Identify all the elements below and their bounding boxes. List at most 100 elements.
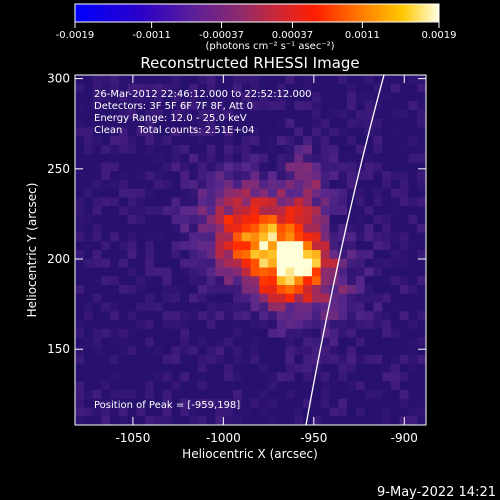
- image-pixel: [364, 215, 374, 225]
- image-pixel: [338, 223, 348, 234]
- image-pixel: [303, 337, 313, 347]
- image-pixel: [303, 171, 313, 181]
- image-pixel: [408, 311, 418, 321]
- image-pixel: [338, 293, 348, 304]
- image-pixel: [399, 355, 410, 365]
- image-pixel: [364, 372, 374, 382]
- image-pixel: [303, 75, 313, 85]
- image-pixel: [390, 206, 401, 216]
- image-pixel: [197, 136, 208, 146]
- image-pixel: [241, 372, 252, 382]
- image-pixel: [206, 250, 216, 260]
- image-pixel: [373, 293, 383, 304]
- image-pixel: [145, 302, 155, 312]
- image-pixel: [338, 328, 348, 339]
- image-pixel: [417, 363, 426, 374]
- image-pixel: [250, 197, 260, 207]
- image-pixel: [110, 197, 120, 207]
- image-pixel: [241, 328, 252, 339]
- image-pixel: [224, 337, 234, 347]
- image-pixel: [215, 311, 225, 321]
- image-pixel: [92, 188, 102, 199]
- image-pixel: [83, 407, 94, 417]
- image-pixel: [118, 153, 129, 164]
- image-pixel: [390, 390, 401, 400]
- image-pixel: [303, 83, 313, 94]
- image-pixel: [329, 302, 339, 312]
- image-pixel: [338, 92, 348, 102]
- image-pixel: [285, 110, 295, 120]
- image-pixel: [101, 101, 111, 111]
- image-pixel: [127, 250, 138, 260]
- image-pixel: [162, 276, 173, 286]
- image-pixel: [215, 398, 225, 409]
- image-pixel: [206, 118, 216, 129]
- image-pixel: [127, 302, 138, 312]
- image-pixel: [399, 180, 410, 190]
- image-pixel: [329, 241, 339, 251]
- image-pixel: [417, 145, 426, 155]
- image-pixel: [329, 127, 339, 137]
- image-pixel: [83, 197, 94, 207]
- image-pixel: [232, 390, 243, 400]
- image-pixel: [224, 416, 234, 425]
- image-pixel: [180, 398, 190, 409]
- image-pixel: [408, 197, 418, 207]
- image-pixel: [118, 75, 129, 85]
- image-pixel: [408, 276, 418, 286]
- image-pixel: [408, 355, 418, 365]
- image-pixel: [171, 110, 181, 120]
- image-pixel: [101, 328, 111, 339]
- image-pixel: [241, 145, 252, 155]
- image-pixel: [83, 337, 94, 347]
- image-pixel: [206, 398, 216, 409]
- image-pixel: [338, 188, 348, 199]
- image-pixel: [189, 145, 199, 155]
- image-pixel: [347, 206, 357, 216]
- image-pixel: [382, 241, 392, 251]
- image-pixel: [303, 110, 313, 120]
- image-pixel: [417, 101, 426, 111]
- image-pixel: [197, 285, 208, 295]
- image-pixel: [162, 206, 173, 216]
- image-pixel: [197, 276, 208, 286]
- image-pixel: [206, 101, 216, 111]
- image-pixel: [118, 398, 129, 409]
- image-pixel: [197, 118, 208, 129]
- image-pixel: [276, 250, 287, 260]
- image-pixel: [224, 250, 234, 260]
- image-pixel: [232, 223, 243, 234]
- image-pixel: [101, 346, 111, 356]
- image-pixel: [136, 197, 146, 207]
- image-pixel: [92, 206, 102, 216]
- image-pixel: [294, 101, 304, 111]
- image-pixel: [382, 346, 392, 356]
- image-pixel: [268, 328, 278, 339]
- image-pixel: [408, 136, 418, 146]
- image-pixel: [75, 407, 85, 417]
- image-pixel: [118, 162, 129, 172]
- image-pixel: [83, 258, 94, 269]
- image-pixel: [232, 197, 243, 207]
- image-pixel: [153, 75, 164, 85]
- image-pixel: [364, 311, 374, 321]
- image-pixel: [417, 258, 426, 269]
- image-pixel: [153, 206, 164, 216]
- image-pixel: [250, 232, 260, 242]
- image-pixel: [197, 363, 208, 374]
- image-pixel: [417, 171, 426, 181]
- image-pixel: [390, 346, 401, 356]
- image-pixel: [171, 171, 181, 181]
- image-pixel: [153, 153, 164, 164]
- image-pixel: [75, 398, 85, 409]
- image-pixel: [180, 390, 190, 400]
- image-pixel: [145, 267, 155, 277]
- image-pixel: [180, 276, 190, 286]
- image-pixel: [390, 285, 401, 295]
- image-pixel: [268, 381, 278, 391]
- image-pixel: [206, 285, 216, 295]
- image-pixel: [373, 171, 383, 181]
- image-pixel: [136, 337, 146, 347]
- image-pixel: [232, 407, 243, 417]
- image-pixel: [92, 171, 102, 181]
